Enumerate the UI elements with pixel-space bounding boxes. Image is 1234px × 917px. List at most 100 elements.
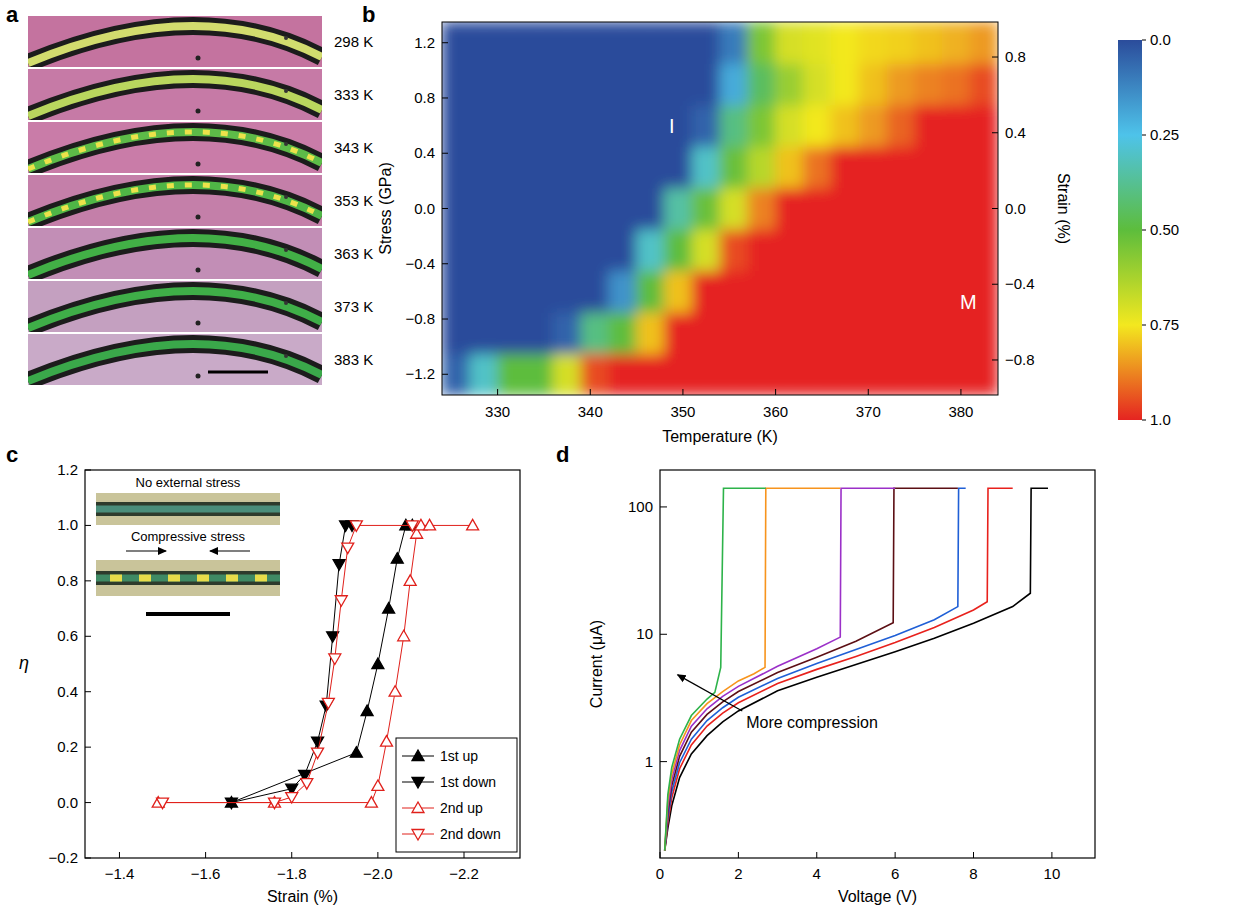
heatmap-cell — [469, 353, 498, 395]
heatmap-cell — [720, 270, 749, 312]
colorbar-tick — [1142, 420, 1146, 421]
tick — [497, 389, 498, 395]
tick-label: 350 — [670, 403, 695, 420]
data-point — [350, 747, 362, 758]
figure: a298 K333 K343 K353 K363 K373 K383 Kb330… — [0, 0, 1234, 917]
colorbar-tick — [1142, 135, 1146, 136]
legend-marker — [412, 778, 424, 789]
micrograph — [28, 69, 322, 120]
heatmap-cell — [831, 312, 860, 354]
wire — [28, 185, 322, 222]
tick-label: 10 — [636, 625, 653, 642]
data-point — [312, 748, 324, 759]
heatmap-cell — [970, 146, 998, 188]
axis-title: Current (μA) — [588, 620, 605, 708]
heatmap-cell — [859, 270, 888, 312]
heatmap-cell — [831, 229, 860, 271]
heatmap-cell — [581, 22, 610, 64]
wire-edge — [28, 238, 322, 275]
colorbar-label: 1.0 — [1150, 411, 1171, 428]
heatmap-cell — [553, 63, 582, 105]
heatmap-cell — [803, 63, 832, 105]
heatmap-cell — [664, 187, 693, 229]
tick — [868, 389, 869, 395]
heatmap-cell — [942, 187, 971, 229]
tick-label: −0.4 — [405, 255, 435, 272]
data-point — [301, 779, 313, 790]
axis-title: Voltage (V) — [838, 888, 917, 905]
heatmap-cell — [886, 104, 915, 146]
axis-title: Strain (%) — [1055, 173, 1072, 244]
heatmap-cell — [831, 63, 860, 105]
inset-arrow — [210, 550, 250, 551]
annotation: More compression — [746, 714, 878, 731]
tick-label: −1.6 — [191, 865, 221, 882]
heatmap-cell — [525, 270, 554, 312]
tick-label: −2.2 — [449, 865, 479, 882]
wire-edge — [28, 344, 322, 381]
wire — [28, 26, 322, 63]
data-point — [286, 793, 298, 804]
tick — [682, 389, 683, 395]
heatmap-cell — [859, 146, 888, 188]
heatmap-cell — [692, 353, 721, 395]
tick — [85, 525, 91, 526]
wire — [28, 291, 322, 328]
heatmap-cell — [692, 104, 721, 146]
heatmap-cell — [608, 146, 637, 188]
tick-label: 330 — [485, 403, 510, 420]
data-point — [467, 519, 479, 530]
heatmap-cell — [692, 229, 721, 271]
heatmap-cell — [831, 146, 860, 188]
tick-label: 0.8 — [57, 572, 78, 589]
legend-label: 1st up — [440, 748, 478, 764]
tick-label: 0.8 — [414, 89, 435, 106]
data-point — [383, 603, 395, 614]
inset-wire — [96, 506, 280, 513]
micrograph-ground — [28, 175, 322, 226]
particle — [284, 195, 288, 199]
heatmap-cell — [775, 63, 804, 105]
heatmap-cell — [525, 104, 554, 146]
heatmap-cell — [692, 63, 721, 105]
heatmap-cell — [775, 353, 804, 395]
wire-edge — [28, 79, 322, 116]
data-point — [380, 736, 392, 747]
temperature-label: 373 K — [334, 298, 373, 315]
heatmap-cell — [970, 229, 998, 271]
particle — [196, 162, 201, 167]
heatmap — [442, 22, 998, 395]
heatmap-cell — [469, 63, 498, 105]
particle — [196, 56, 201, 61]
heatmap-cell — [942, 22, 971, 64]
heatmap-cell — [747, 63, 776, 105]
heatmap-cell — [914, 104, 943, 146]
particle — [196, 109, 201, 114]
tick-label: −0.8 — [405, 310, 435, 327]
colorbar-label: 0.50 — [1150, 221, 1179, 238]
colorbar-label: 0.75 — [1150, 316, 1179, 333]
annotation-arrow — [678, 675, 743, 711]
micrograph-ground — [28, 69, 322, 120]
heatmap-cell — [608, 229, 637, 271]
heatmap-cell — [747, 270, 776, 312]
series-area — [665, 488, 1048, 850]
tick — [442, 42, 448, 43]
data-point — [225, 798, 237, 809]
inset-image — [96, 493, 280, 525]
tick — [660, 634, 667, 635]
tick-label: 0.0 — [1005, 200, 1026, 217]
tick — [377, 852, 378, 858]
data-point — [312, 737, 324, 748]
panel-letter: d — [556, 442, 569, 467]
heatmap-cell — [525, 63, 554, 105]
heatmap-cell — [803, 229, 832, 271]
temperature-label: 383 K — [334, 351, 373, 368]
heatmap-cell — [636, 104, 665, 146]
tick-label: 0.0 — [414, 200, 435, 217]
heatmap-cell — [497, 353, 526, 395]
colorbar-tick — [1142, 40, 1146, 41]
tick — [816, 852, 817, 858]
heatmap-cell — [970, 104, 998, 146]
heatmap-cell — [553, 187, 582, 229]
